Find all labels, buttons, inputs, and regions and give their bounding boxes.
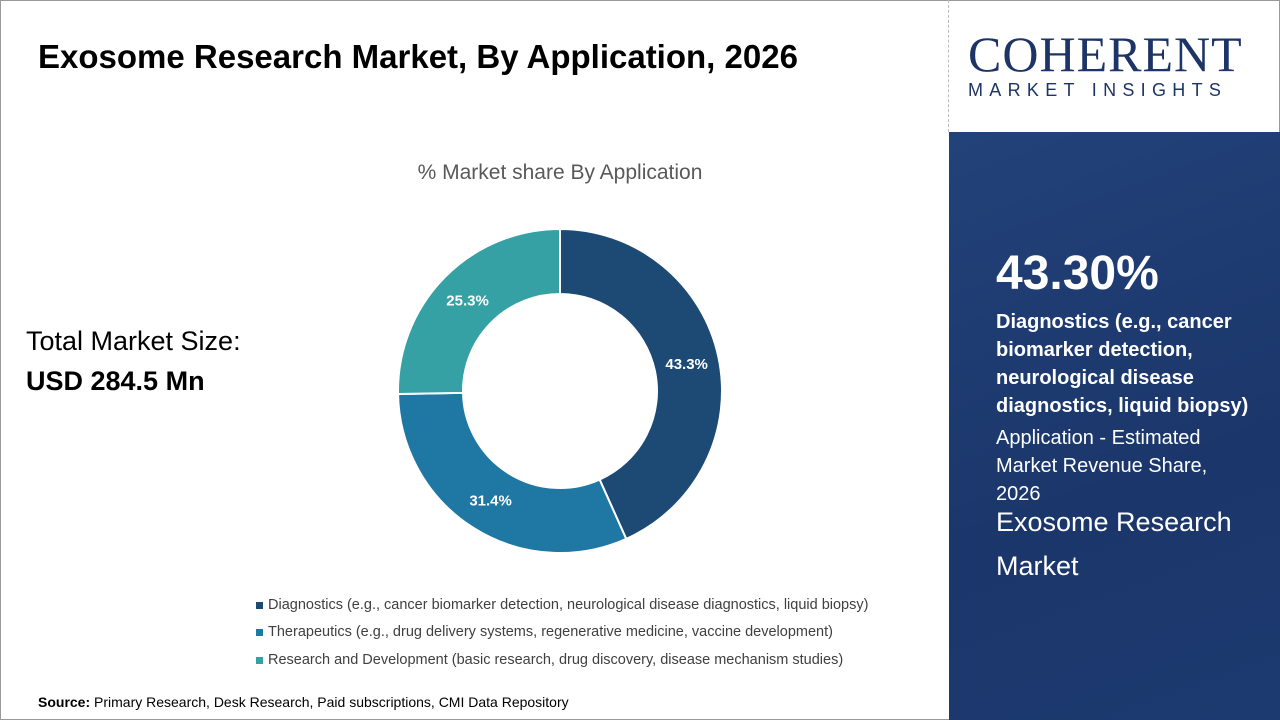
divider — [948, 0, 949, 132]
legend-label: Therapeutics (e.g., drug delivery system… — [268, 624, 833, 640]
legend-swatch — [256, 628, 263, 636]
donut-slice — [559, 227, 723, 541]
legend-label: Research and Development (basic research… — [268, 652, 844, 668]
source-text: Primary Research, Desk Research, Paid su… — [90, 694, 569, 710]
data-label: 25.3% — [446, 292, 489, 309]
page-title: Exosome Research Market, By Application,… — [38, 38, 798, 75]
source-label: Source: — [38, 694, 91, 710]
source-note: Source: Primary Research, Desk Research,… — [38, 694, 569, 710]
highlight-description: Application - Estimated Market Revenue S… — [996, 427, 1208, 505]
legend-item: Therapeutics (e.g., drug delivery system… — [256, 624, 833, 640]
highlight-market: Exosome Research Market — [996, 507, 1232, 581]
highlight-percent: 43.30% — [996, 247, 1159, 300]
total-market-value: USD 284.5 Mn — [26, 366, 205, 396]
legend-item: Diagnostics (e.g., cancer biomarker dete… — [256, 597, 868, 613]
legend-swatch — [256, 656, 263, 664]
donut-chart: 43.3% 31.4% 25.3% — [397, 227, 723, 554]
chart-subtitle: % Market share By Application — [417, 161, 703, 184]
donut-slice — [397, 391, 628, 554]
highlight-segment: Diagnostics (e.g., cancer biomarker dete… — [996, 311, 1249, 417]
highlight-panel — [949, 132, 1280, 720]
legend-label: Diagnostics (e.g., cancer biomarker dete… — [268, 597, 869, 613]
data-label: 43.3% — [665, 356, 708, 373]
total-market-label: Total Market Size: — [26, 326, 241, 356]
logo-wordmark: COHERENT — [968, 26, 1243, 82]
logo-tagline: MARKET INSIGHTS — [968, 80, 1228, 100]
donut-slice — [397, 227, 561, 396]
data-label: 31.4% — [469, 492, 512, 509]
legend-swatch — [256, 601, 263, 609]
logo: COHERENT MARKET INSIGHTS — [968, 26, 1268, 101]
legend-item: Research and Development (basic research… — [256, 652, 843, 668]
